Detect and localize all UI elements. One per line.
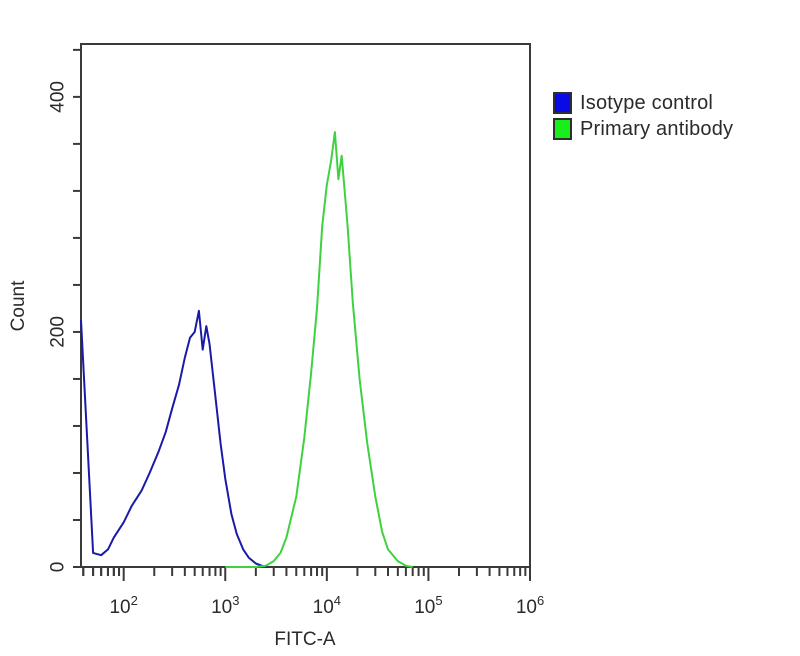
legend-swatch-isotype bbox=[553, 92, 572, 114]
legend-item-isotype-control: Isotype control bbox=[553, 90, 733, 116]
x-tick-label: 104 bbox=[313, 593, 341, 618]
primary-antibody-curve bbox=[225, 131, 413, 568]
x-axis: 102 103 104 105 106 bbox=[82, 567, 544, 618]
y-axis-title: Count bbox=[8, 280, 29, 331]
legend-label: Isotype control bbox=[580, 91, 714, 114]
x-tick-label: 102 bbox=[109, 593, 137, 618]
legend-item-primary-antibody: Primary antibody bbox=[553, 116, 733, 142]
x-tick-label: 103 bbox=[211, 593, 239, 618]
legend-label: Primary antibody bbox=[580, 117, 734, 140]
plot-frame bbox=[80, 43, 531, 568]
legend: Isotype control Primary antibody bbox=[553, 90, 733, 142]
y-tick-label: 0 bbox=[48, 562, 69, 573]
x-tick-label: 105 bbox=[414, 593, 442, 618]
data-series bbox=[80, 131, 413, 568]
y-axis: 0 200 400 bbox=[48, 48, 81, 573]
x-axis-title: FITC-A bbox=[274, 629, 336, 650]
y-tick-label: 400 bbox=[48, 81, 69, 113]
y-tick-label: 200 bbox=[48, 316, 69, 348]
legend-swatch-primary bbox=[553, 118, 572, 140]
x-tick-label: 106 bbox=[516, 593, 544, 618]
isotype-control-curve bbox=[80, 309, 268, 568]
